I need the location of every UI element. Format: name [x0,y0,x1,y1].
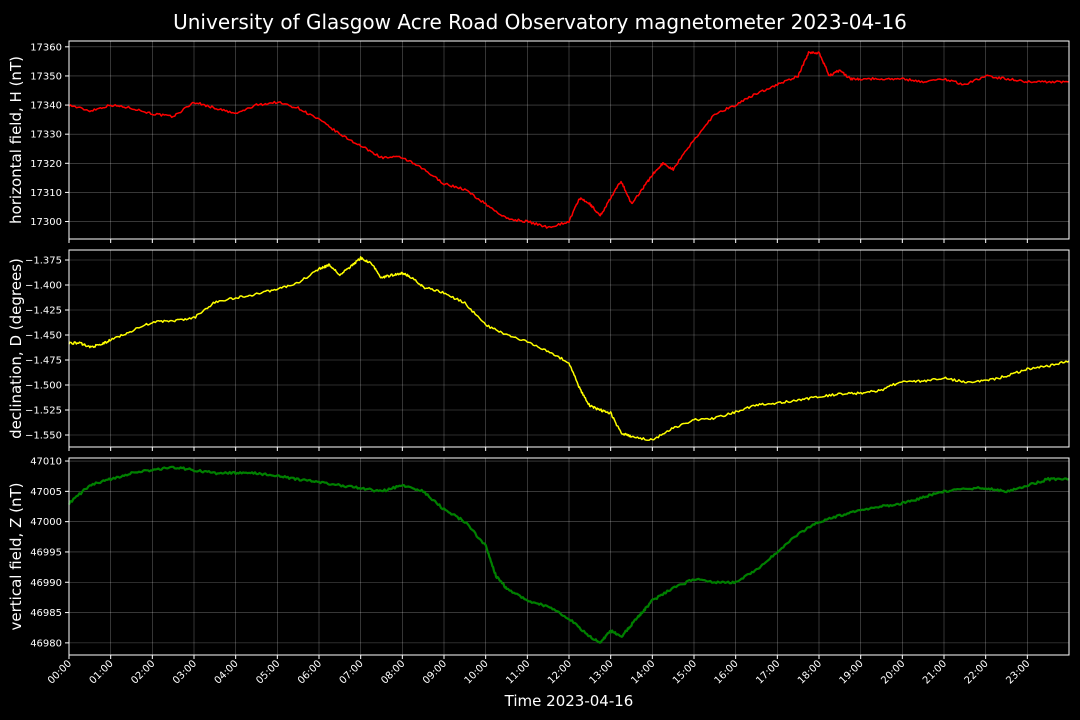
chart-title: University of Glasgow Acre Road Observat… [173,10,907,34]
x-tick-label: 20:00 [879,658,907,686]
y-tick-label: −1.400 [25,281,62,292]
y-tick-label: 17320 [30,159,62,170]
x-tick-label: 15:00 [671,658,699,686]
y-tick-label: 17300 [30,217,62,228]
panel-frame [68,40,1070,240]
x-tick-label: 08:00 [379,658,407,686]
y-tick-label: −1.425 [25,306,62,317]
y-tick-label: 46985 [30,608,62,619]
x-tick-label: 07:00 [338,658,366,686]
y-tick-label: 17310 [30,188,62,199]
x-tick-label: 11:00 [504,658,532,686]
x-tick-label: 21:00 [921,658,949,686]
y-tick-label: 17350 [30,71,62,82]
panel-frame [68,457,1070,656]
y-axis-label: horizontal field, H (nT) [7,56,25,224]
panel-frame [68,249,1070,448]
panel-3: 46980 46985 46990 46995 47000 47005 47010 verti… [7,457,1070,659]
y-tick-label: 46995 [30,547,62,558]
x-tick-label: 12:00 [546,658,574,686]
x-tick-label: 13:00 [588,658,616,686]
x-tick-labels: 00:00 01:00 02:00 03:00 04:00 05:00 06:00 07:00… [46,658,1032,686]
y-tick-label: 46980 [30,638,62,649]
y-tick-label: −1.500 [25,381,62,392]
series-line [68,256,1070,441]
y-axis-label: declination, D (degrees) [7,258,25,439]
x-tick-label: 18:00 [796,658,824,686]
y-tick-label: 47005 [30,487,62,498]
x-tick-label: 10:00 [463,658,491,686]
panel-2: −1.375 −1.400 −1.425 −1.450 −1.475 −1.500 −1.5… [7,249,1070,451]
x-tick-label: 00:00 [46,658,74,686]
x-tick-label: 02:00 [129,658,157,686]
y-tick-label: −1.450 [25,331,62,342]
x-tick-label: 22:00 [963,658,991,686]
panel-1: 17300 17310 17320 17330 17340 17350 17360 horiz… [7,40,1070,243]
y-tick-label: −1.525 [25,406,62,417]
y-tick-label: −1.475 [25,356,62,367]
x-tick-label: 16:00 [713,658,741,686]
series-line [67,465,1070,644]
x-tick-label: 03:00 [171,658,199,686]
y-tick-label: 17330 [30,130,62,141]
x-tick-label: 06:00 [296,658,324,686]
x-tick-label: 23:00 [1004,658,1032,686]
y-tick-label: −1.375 [25,256,62,267]
x-tick-label: 17:00 [754,658,782,686]
y-tick-label: 47000 [30,517,62,528]
x-tick-label: 05:00 [254,658,282,686]
y-tick-label: 17340 [30,101,62,112]
x-tick-label: 19:00 [838,658,866,686]
y-tick-label: 17360 [30,42,62,53]
x-axis-label: Time 2023-04-16 [504,692,634,710]
y-axis-label: vertical field, Z (nT) [7,482,25,630]
y-tick-label: −1.550 [25,431,62,442]
x-tick-label: 01:00 [88,658,116,686]
series-line [68,51,1069,229]
x-tick-label: 09:00 [421,658,449,686]
y-tick-label: 46990 [30,578,62,589]
x-tick-label: 04:00 [213,658,241,686]
chart-panels: 17300 17310 17320 17330 17340 17350 17360 horiz… [7,40,1070,659]
x-tick-label: 14:00 [629,658,657,686]
y-tick-label: 47010 [30,457,62,468]
